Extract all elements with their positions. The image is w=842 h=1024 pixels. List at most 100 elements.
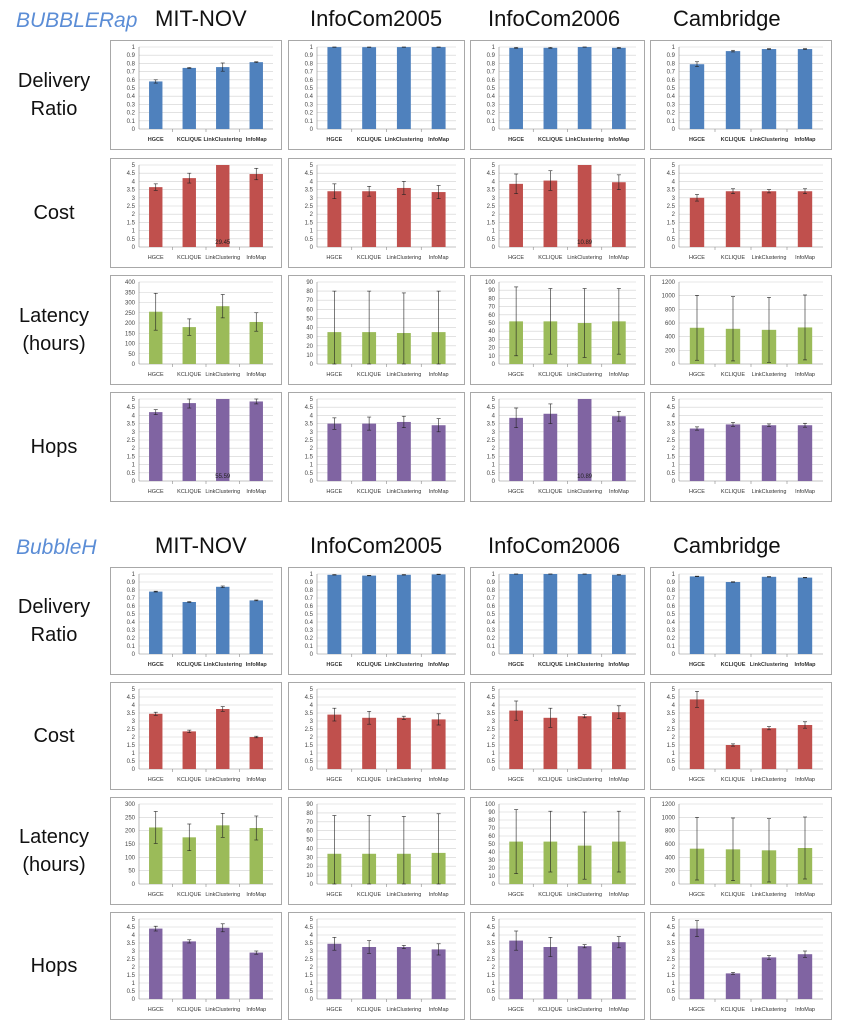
y-tick-label: 50	[306, 316, 313, 322]
y-tick-label: 0.2	[487, 111, 496, 117]
y-tick-label: 2	[492, 212, 496, 218]
bar	[612, 47, 626, 129]
bar	[362, 575, 377, 654]
y-tick-label: 3.5	[305, 422, 314, 428]
y-tick-label: 2.5	[127, 727, 136, 733]
y-tick-label: 2	[492, 735, 496, 741]
y-tick-label: 5	[310, 917, 314, 923]
y-tick-label: 0	[132, 362, 136, 368]
category-label: HGCE	[508, 662, 524, 668]
category-label: LinkClustering	[386, 1007, 421, 1013]
category-label: KCLIQUE	[721, 892, 745, 898]
y-tick-label: 2	[672, 446, 676, 452]
bar	[182, 67, 196, 129]
y-tick-label: 3	[492, 949, 496, 955]
category-label: LinkClustering	[385, 137, 424, 143]
y-tick-label: 10	[488, 874, 495, 880]
bar-chart: 0 10 20 30 40 50 60 70 80 90 100 HGCE KCLIQUE LinkClu…	[470, 797, 645, 905]
category-label: HGCE	[326, 892, 342, 898]
y-tick-label: 4.5	[127, 171, 136, 177]
y-tick-label: 4	[132, 933, 136, 939]
y-tick-label: 0.9	[667, 53, 676, 59]
category-label: HGCE	[508, 255, 524, 261]
y-tick-label: 1000	[662, 294, 676, 300]
bar	[396, 717, 411, 769]
category-label: LinkClustering	[386, 489, 421, 495]
y-tick-label: 2.5	[667, 438, 676, 444]
bar-chart: 0 0.1 0.2 0.3 0.4 0.5 0.6 0.7 0.8 0.9 1 HGCE KCLIQUE…	[110, 567, 282, 675]
y-tick-label: 1000	[662, 815, 676, 821]
y-tick-label: 0.1	[305, 644, 314, 650]
category-label: KCLIQUE	[357, 137, 382, 143]
bar	[577, 946, 592, 999]
category-label: LinkClustering	[205, 255, 240, 261]
y-tick-label: 2.5	[127, 438, 136, 444]
category-label: HGCE	[148, 662, 164, 668]
y-tick-label: 350	[125, 290, 136, 296]
category-label: HGCE	[148, 892, 164, 898]
category-label: HGCE	[326, 372, 342, 378]
y-tick-label: 2.5	[487, 957, 496, 963]
bar-chart: 0 10 20 30 40 50 60 70 80 90 100 HGCE KCLIQUE LinkClu…	[470, 275, 645, 385]
category-label: InfoMap	[429, 1007, 449, 1013]
y-tick-label: 0.6	[127, 78, 136, 84]
category-label: LinkClustering	[565, 662, 604, 668]
bar	[216, 67, 230, 129]
y-tick-label: 1	[492, 751, 496, 757]
y-tick-label: 0.5	[667, 759, 676, 765]
y-tick-label: 80	[306, 289, 313, 295]
y-tick-label: 0.4	[487, 620, 496, 626]
row-label: Cost	[0, 158, 108, 268]
category-label: LinkClustering	[386, 372, 421, 378]
y-tick-label: 0.1	[487, 644, 496, 650]
y-tick-label: 90	[488, 810, 495, 816]
category-label: KCLIQUE	[721, 777, 745, 783]
bar	[362, 717, 377, 769]
category-label: HGCE	[508, 777, 524, 783]
y-tick-label: 70	[306, 820, 313, 826]
y-tick-label: 0.4	[127, 620, 136, 626]
bar	[761, 49, 777, 129]
y-tick-label: 3.5	[487, 711, 496, 717]
y-tick-label: 0.1	[667, 644, 676, 650]
y-tick-label: 50	[488, 321, 495, 327]
y-tick-label: 0.8	[667, 61, 676, 67]
y-tick-label: 0	[492, 127, 496, 133]
bar	[797, 725, 813, 769]
bar	[431, 425, 446, 481]
category-label: LinkClustering	[752, 255, 787, 261]
bar	[543, 47, 558, 129]
column-title: InfoCom2006	[488, 533, 621, 558]
bar-chart: 0 0.5 1 1.5 2 2.5 3 3.5 4 4.5 5 HGCE KCLIQUE LinkClus…	[288, 158, 465, 268]
y-tick-label: 3.5	[127, 941, 136, 947]
row-label: Delivery Ratio	[0, 40, 108, 150]
category-label: LinkClustering	[752, 1007, 787, 1013]
data-label: 10.89	[577, 474, 593, 480]
bar-chart: 0 0.5 1 1.5 2 2.5 3 3.5 4 4.5 5 HGCE KCLIQUE LinkClus…	[110, 682, 282, 790]
category-label: LinkClustering	[750, 137, 789, 143]
bar-chart: 0 0.5 1 1.5 2 2.5 3 3.5 4 4.5 5 HGCE KCLIQUE LinkClus…	[470, 912, 645, 1020]
y-tick-label: 1200	[662, 280, 676, 286]
y-tick-label: 400	[125, 280, 136, 286]
bar	[577, 399, 592, 481]
category-label: InfoMap	[608, 137, 630, 143]
y-tick-label: 0.1	[487, 119, 496, 125]
bar	[182, 178, 196, 247]
bar	[797, 191, 813, 247]
y-tick-label: 1	[672, 45, 676, 51]
y-tick-label: 600	[665, 842, 676, 848]
category-label: InfoMap	[609, 1007, 629, 1013]
category-label: HGCE	[508, 489, 524, 495]
y-tick-label: 3.5	[127, 711, 136, 717]
y-tick-label: 3.5	[127, 188, 136, 194]
y-tick-label: 3	[132, 430, 136, 436]
y-tick-label: 0.9	[127, 53, 136, 59]
y-tick-label: 2.5	[305, 727, 314, 733]
bar	[612, 942, 626, 999]
bar	[509, 47, 523, 129]
bar-chart: 0 0.5 1 1.5 2 2.5 3 3.5 4 4.5 5 HGCE KCLIQUE LinkClus…	[288, 912, 465, 1020]
bar	[396, 574, 411, 654]
y-tick-label: 0	[672, 652, 676, 658]
bar-chart: 0 0.5 1 1.5 2 2.5 3 3.5 4 4.5 5 HGCE KCLIQUE LinkClus…	[650, 392, 832, 502]
category-label: KCLIQUE	[177, 489, 201, 495]
